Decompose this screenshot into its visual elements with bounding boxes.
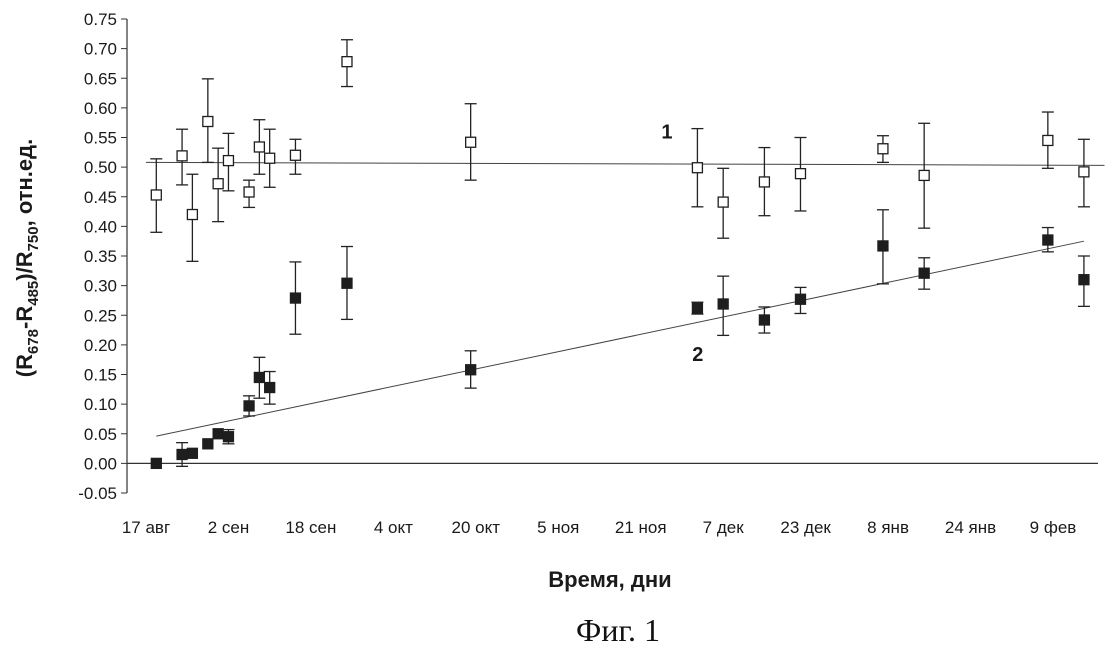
x-tick-label: 17 авг [122,518,170,537]
y-tick-label: 0.20 [84,336,117,355]
data-point [290,293,300,303]
data-point [254,372,264,382]
data-point [466,365,476,375]
data-point [878,241,888,251]
data-point [151,190,161,200]
data-point [203,439,213,449]
x-tick-label: 20 окт [452,518,501,537]
x-tick-label: 8 янв [867,518,909,537]
data-point [759,315,769,325]
y-tick-label: 0.25 [84,306,117,325]
x-tick-label: 18 сен [285,518,336,537]
data-point [1079,275,1089,285]
data-point [177,449,187,459]
data-point [919,268,929,278]
y-tick-label: 0.60 [84,99,117,118]
data-point [342,57,352,67]
figure-caption: Фиг. 1 [576,612,660,648]
x-tick-label: 9 фев [1030,518,1077,537]
data-point [1043,235,1053,245]
data-point [878,144,888,154]
y-tick-label: 0.75 [84,10,117,29]
series-2-label: 2 [692,344,703,366]
series-1-label: 1 [661,122,672,144]
data-point [254,142,264,152]
y-tick-label: 0.30 [84,277,117,296]
data-point [919,170,929,180]
data-point [223,432,233,442]
data-point [718,197,728,207]
data-point [223,156,233,166]
data-point [692,303,702,313]
data-point [213,429,223,439]
trend-line-series-1 [146,162,1105,165]
x-tick-label: 24 янв [945,518,996,537]
data-point [151,458,161,468]
y-tick-label: 0.50 [84,158,117,177]
x-tick-label: 4 окт [374,518,413,537]
chart: -0.05 0.00 0.05 0.10 0.15 0.20 0.25 0.30 0.35 0.4… [0,0,1115,649]
y-tick-label: 0.70 [84,40,117,59]
data-point [177,151,187,161]
data-point [692,163,702,173]
x-tick-label: 5 ноя [537,518,579,537]
y-tick-label: 0.15 [84,366,117,385]
y-tick-label: 0.55 [84,129,117,148]
x-tick-label: 23 дек [780,518,831,537]
y-tick-label: 0.40 [84,217,117,236]
y-axis-title: (R678-R485)/R750, отн.ед. [12,139,42,377]
y-tick-label: 0.05 [84,425,117,444]
x-tick-label: 21 ноя [615,518,667,537]
data-point [203,117,213,127]
data-point [213,179,223,189]
y-tick-label: 0.65 [84,69,117,88]
y-tick-label: 0.45 [84,188,117,207]
x-tick-label: 7 дек [703,518,745,537]
data-point [265,383,275,393]
x-tick-label: 2 сен [208,518,250,537]
y-tick-label: 0.10 [84,395,117,414]
series-1 [150,40,1090,262]
data-point [466,137,476,147]
axes: -0.05 0.00 0.05 0.10 0.15 0.20 0.25 0.30 0.35 0.4… [78,10,1098,537]
data-point [187,448,197,458]
y-tick-label: 0.35 [84,247,117,266]
y-tick-label: 0.00 [84,454,117,473]
trend-lines [146,162,1105,436]
data-point [1079,167,1089,177]
data-point [795,294,805,304]
data-point [265,153,275,163]
data-point [795,169,805,179]
data-point [342,278,352,288]
data-point [244,401,254,411]
data-point [244,187,254,197]
x-axis-title: Время, дни [548,567,671,592]
data-point [290,150,300,160]
data-point [759,177,769,187]
data-point [718,299,728,309]
data-point [1043,135,1053,145]
y-tick-label: -0.05 [78,484,117,503]
data-point [187,210,197,220]
series-2 [151,210,1090,469]
